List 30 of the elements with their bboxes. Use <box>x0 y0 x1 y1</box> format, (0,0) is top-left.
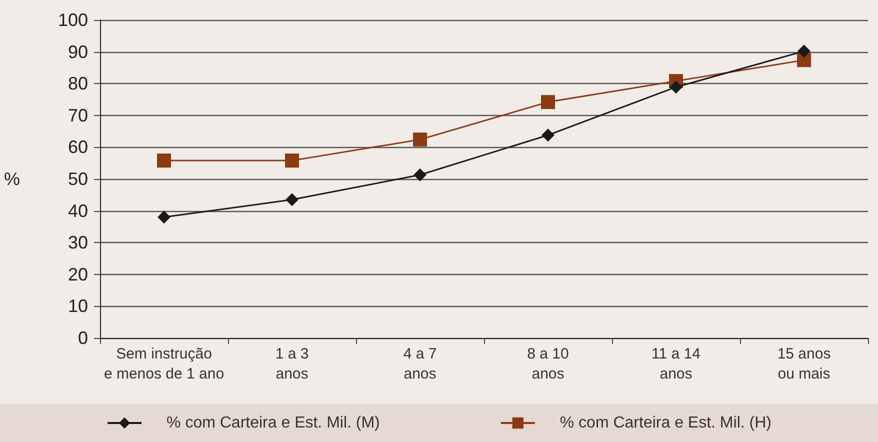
point <box>286 193 298 206</box>
y-tick-label: 40 <box>68 200 88 221</box>
x-tick-label: 8 a 10 anos <box>527 346 569 382</box>
y-tick-label: 70 <box>68 105 88 126</box>
point <box>285 154 299 168</box>
y-tick-label: 50 <box>68 169 88 189</box>
point <box>798 44 810 58</box>
point <box>157 154 171 168</box>
y-tick-label: 30 <box>68 232 88 253</box>
point <box>542 128 554 142</box>
point <box>670 80 682 94</box>
y-axis-title: % <box>4 169 20 189</box>
x-tick-label: 11 a 14 anos <box>652 346 700 382</box>
y-tick-label: 60 <box>68 137 88 158</box>
y-tick-label: 10 <box>68 296 88 316</box>
point <box>413 132 427 147</box>
legend-label: % com Carteira e Est. Mil. (H) <box>560 414 772 432</box>
point <box>541 95 555 110</box>
y-tick-label: 100 <box>58 10 88 30</box>
legend-label: % com Carteira e Est. Mil. (M) <box>166 414 380 432</box>
x-tick-label: 4 a 7 anos <box>403 346 437 382</box>
x-tick-label: Sem instrução e menos de 1 ano <box>104 346 224 382</box>
x-tick-label: 15 anos ou mais <box>777 346 831 382</box>
point <box>158 210 170 224</box>
y-tick-label: 90 <box>68 42 88 62</box>
y-tick-label: 80 <box>68 74 88 94</box>
y-tick-label: 20 <box>68 264 88 284</box>
y-tick-label: 0 <box>78 328 88 348</box>
point <box>414 168 426 182</box>
x-tick-label: 1 a 3 anos <box>275 346 309 382</box>
